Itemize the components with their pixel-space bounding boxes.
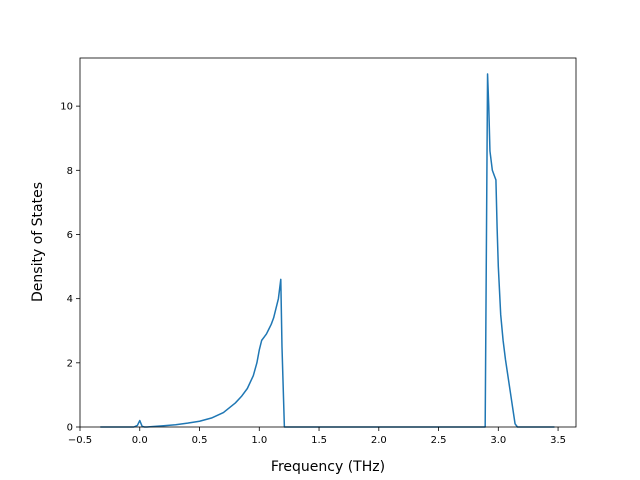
plot-area <box>100 73 555 428</box>
y-tick-label: 8 <box>67 166 73 177</box>
y-tick-label: 4 <box>67 294 73 305</box>
x-axis-label: Frequency (THz) <box>271 459 385 475</box>
x-tick-label: 2.5 <box>431 435 447 446</box>
x-ticks: −0.5 0.0 0.5 1.0 1.5 2.0 2.5 3.0 3.5 <box>68 427 566 446</box>
dos-series-line <box>100 73 555 428</box>
x-tick-label: 1.0 <box>251 435 267 446</box>
x-tick-label: 0.0 <box>132 435 148 446</box>
x-tick-label: −0.5 <box>68 435 92 446</box>
x-tick-label: 3.5 <box>550 435 566 446</box>
x-tick-label: 2.0 <box>371 435 387 446</box>
y-ticks: 0 2 4 6 8 10 <box>60 102 80 434</box>
y-axis-label: Density of States <box>30 182 46 302</box>
x-tick-label: 1.5 <box>311 435 327 446</box>
y-tick-label: 10 <box>60 102 73 113</box>
x-tick-label: 0.5 <box>192 435 208 446</box>
y-tick-label: 0 <box>67 423 73 434</box>
y-tick-label: 2 <box>67 358 73 369</box>
y-tick-label: 6 <box>67 230 73 241</box>
x-tick-label: 3.0 <box>490 435 506 446</box>
axes-frame <box>79 57 577 428</box>
